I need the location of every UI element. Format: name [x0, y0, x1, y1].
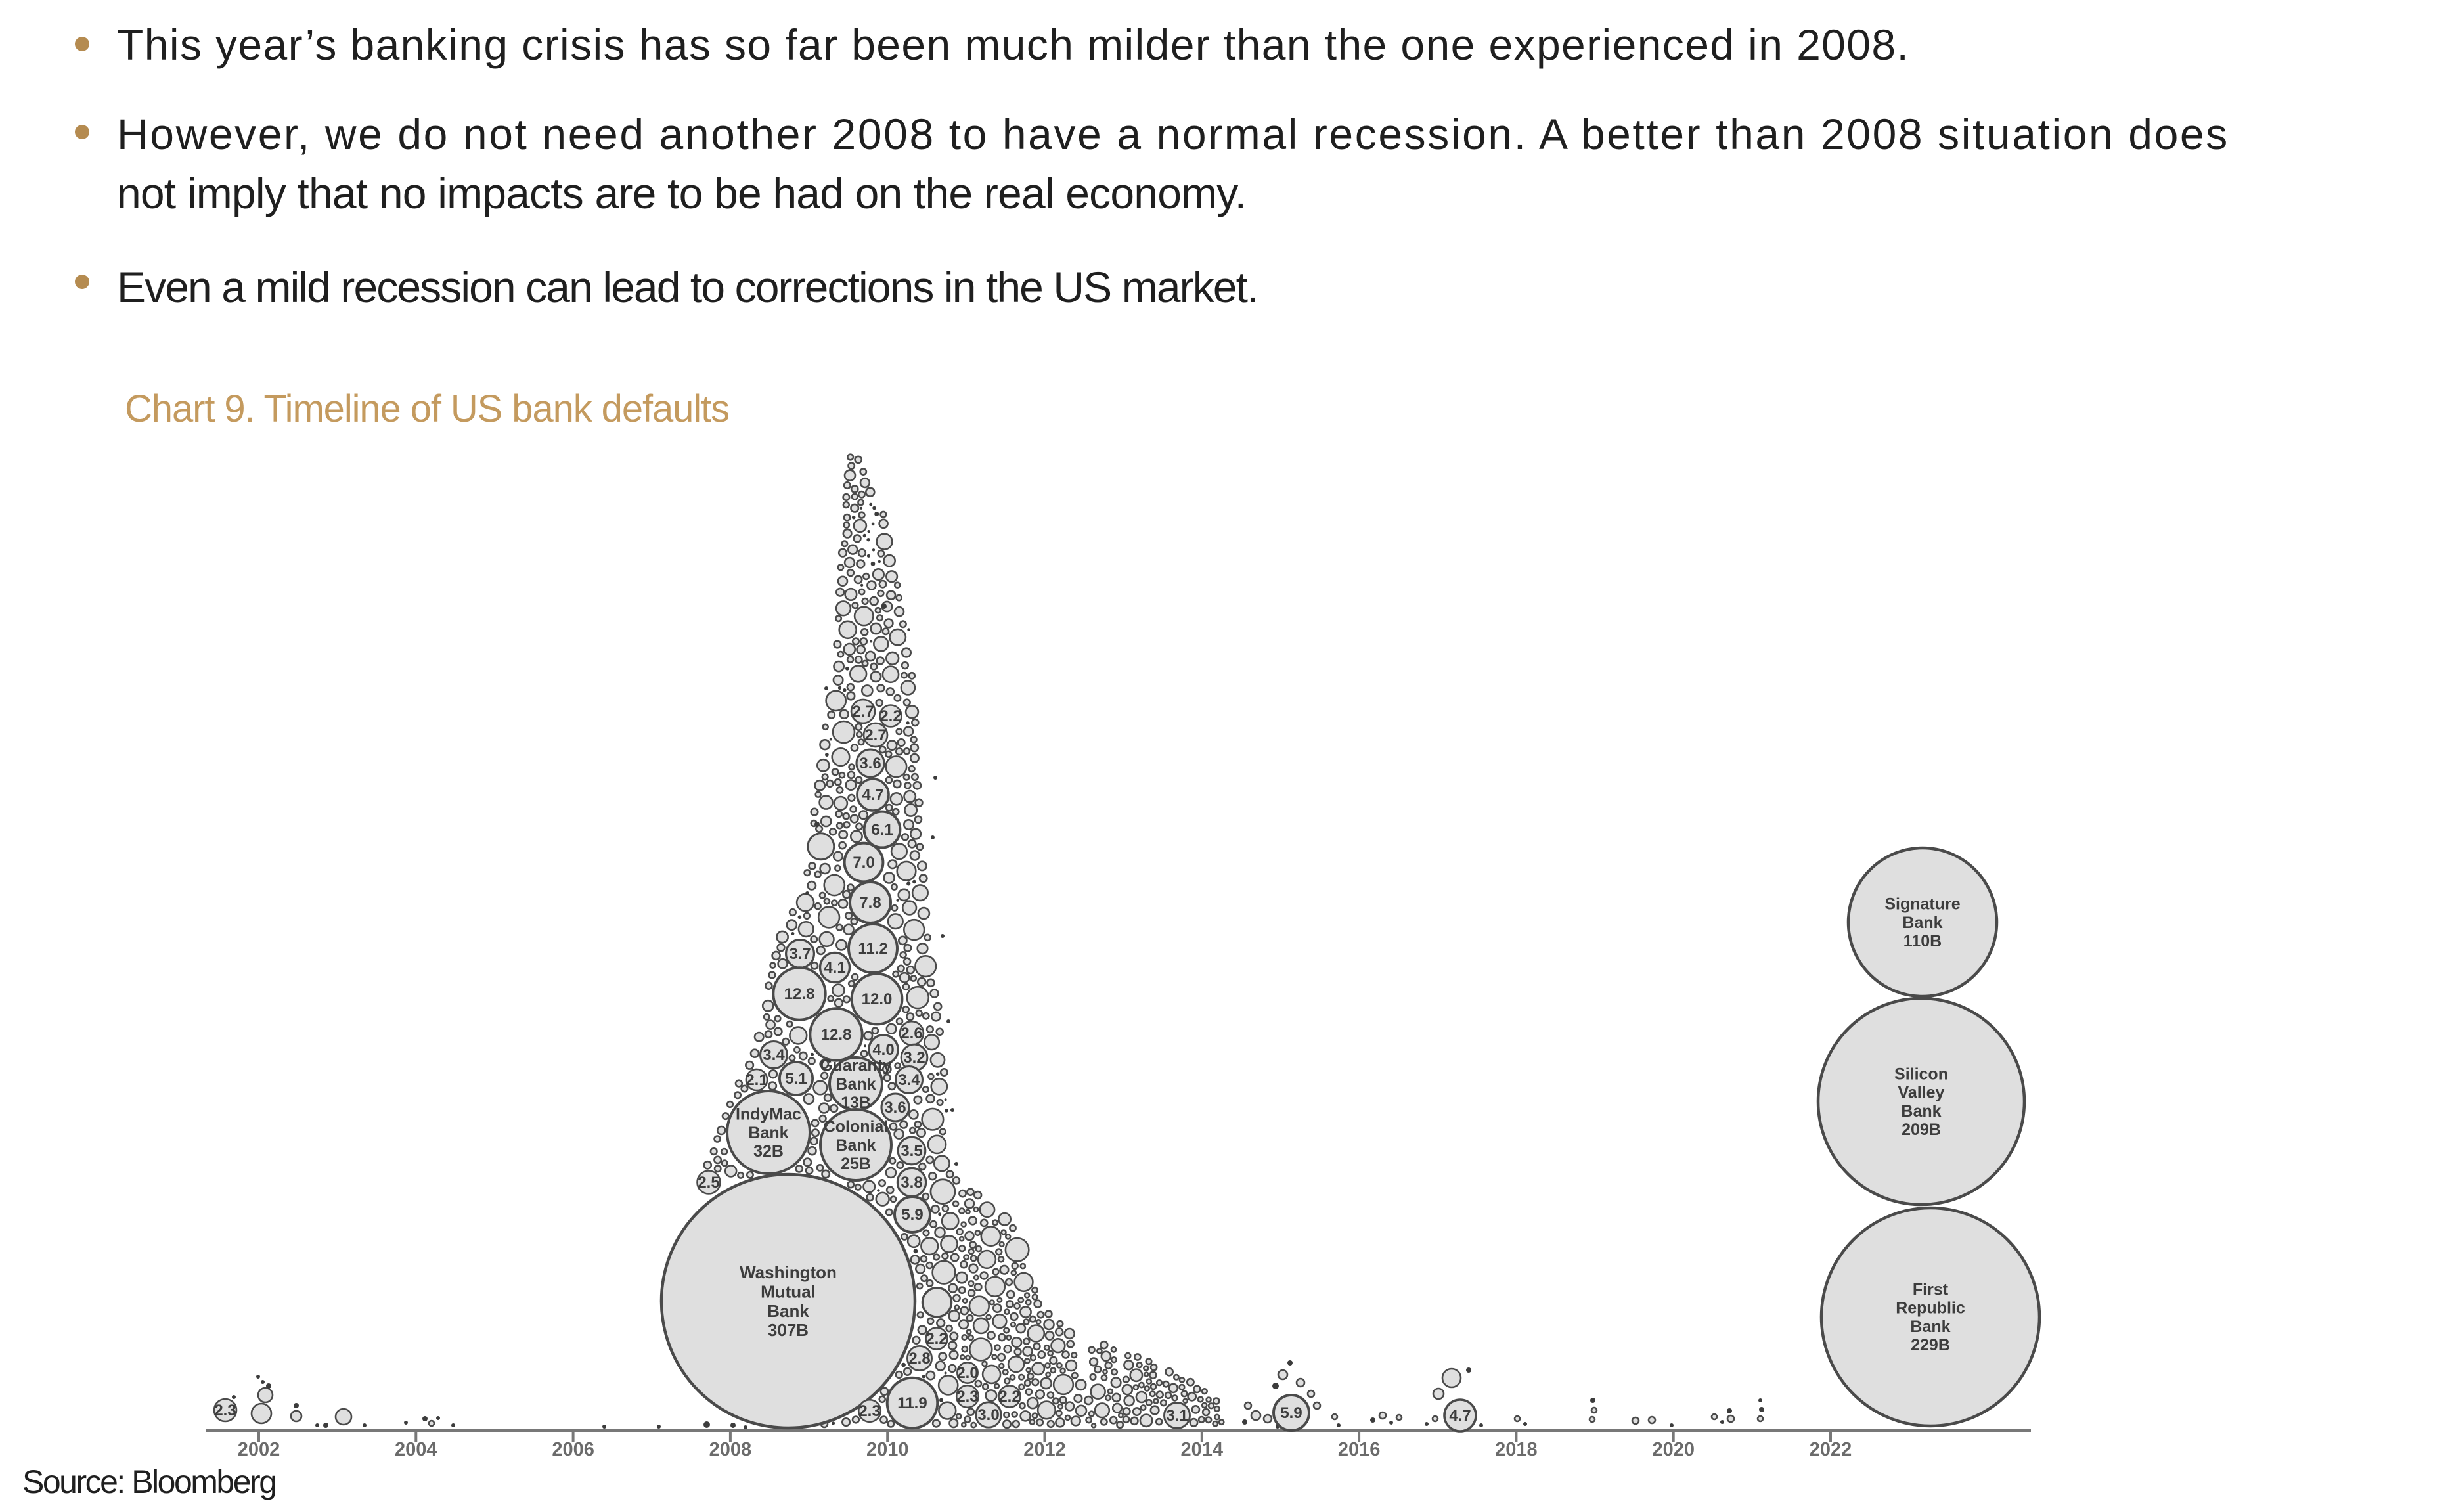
svg-text:First: First [1913, 1280, 1949, 1299]
svg-text:2.3: 2.3 [858, 1402, 880, 1420]
svg-text:2008: 2008 [709, 1439, 752, 1460]
svg-text:Valley: Valley [1898, 1084, 1945, 1102]
svg-text:Bank: Bank [835, 1075, 876, 1094]
svg-text:2.5: 2.5 [698, 1174, 719, 1191]
svg-text:2014: 2014 [1181, 1439, 1224, 1460]
svg-text:2018: 2018 [1495, 1439, 1538, 1460]
svg-text:2.1: 2.1 [746, 1071, 767, 1089]
svg-text:4.1: 4.1 [824, 959, 845, 977]
svg-text:3.7: 3.7 [789, 945, 811, 963]
svg-text:3.5: 3.5 [901, 1142, 922, 1160]
svg-text:2.7: 2.7 [852, 703, 874, 721]
svg-text:32B: 32B [753, 1142, 784, 1161]
svg-text:5.1: 5.1 [785, 1070, 807, 1088]
svg-text:2020: 2020 [1652, 1439, 1695, 1460]
svg-text:2.2: 2.2 [925, 1330, 947, 1348]
svg-text:4.0: 4.0 [872, 1041, 894, 1059]
svg-text:Guaranty: Guaranty [820, 1057, 892, 1075]
svg-text:Bank: Bank [1910, 1318, 1950, 1336]
svg-text:2002: 2002 [238, 1439, 280, 1460]
svg-text:7.8: 7.8 [859, 894, 881, 912]
svg-text:12.0: 12.0 [862, 990, 893, 1008]
svg-text:2012: 2012 [1023, 1439, 1066, 1460]
svg-text:2.3: 2.3 [214, 1402, 236, 1419]
svg-text:3.6: 3.6 [859, 755, 881, 772]
svg-text:110B: 110B [1903, 932, 1942, 950]
svg-text:2022: 2022 [1810, 1439, 1852, 1460]
svg-text:Colonial: Colonial [824, 1118, 889, 1136]
svg-text:2006: 2006 [552, 1439, 594, 1460]
svg-text:229B: 229B [1911, 1336, 1950, 1354]
svg-text:2.6: 2.6 [901, 1025, 922, 1042]
svg-text:11.9: 11.9 [897, 1394, 927, 1412]
svg-text:12.8: 12.8 [784, 985, 815, 1003]
svg-text:4.7: 4.7 [862, 786, 883, 804]
svg-text:3.1: 3.1 [1166, 1407, 1188, 1425]
svg-text:Signature: Signature [1884, 895, 1960, 914]
svg-text:3.0: 3.0 [977, 1406, 999, 1424]
svg-text:Bank: Bank [767, 1301, 809, 1321]
svg-text:Bank: Bank [1902, 914, 1942, 932]
svg-text:3.2: 3.2 [903, 1049, 925, 1067]
svg-text:5.9: 5.9 [1280, 1404, 1302, 1422]
svg-text:4.7: 4.7 [1449, 1407, 1471, 1425]
svg-text:Bank: Bank [748, 1124, 788, 1142]
svg-text:5.9: 5.9 [901, 1206, 923, 1224]
svg-text:6.1: 6.1 [871, 821, 893, 839]
svg-text:12.8: 12.8 [821, 1026, 852, 1044]
svg-text:3.6: 3.6 [884, 1099, 906, 1117]
svg-text:Mutual: Mutual [761, 1281, 816, 1301]
svg-text:2004: 2004 [395, 1439, 437, 1460]
svg-text:Bank: Bank [1901, 1102, 1941, 1121]
svg-text:3.4: 3.4 [763, 1046, 785, 1064]
svg-text:2.2: 2.2 [879, 707, 901, 725]
svg-text:2016: 2016 [1338, 1439, 1381, 1460]
svg-text:7.0: 7.0 [853, 854, 874, 872]
svg-text:2.0: 2.0 [956, 1364, 978, 1382]
svg-text:3.8: 3.8 [901, 1174, 922, 1191]
svg-text:Bank: Bank [835, 1136, 876, 1155]
svg-text:11.2: 11.2 [858, 940, 887, 958]
svg-text:Republic: Republic [1896, 1299, 1965, 1318]
svg-text:IndyMac: IndyMac [736, 1105, 801, 1124]
svg-text:2.8: 2.8 [908, 1350, 930, 1367]
svg-text:2.7: 2.7 [864, 726, 886, 744]
svg-text:3.4: 3.4 [898, 1071, 920, 1089]
svg-text:Washington: Washington [740, 1262, 837, 1282]
svg-text:Silicon: Silicon [1894, 1065, 1948, 1083]
svg-text:2.2: 2.2 [998, 1388, 1020, 1406]
svg-text:209B: 209B [1902, 1121, 1941, 1139]
svg-text:25B: 25B [841, 1155, 871, 1173]
svg-text:307B: 307B [768, 1320, 809, 1340]
svg-text:2.3: 2.3 [956, 1388, 978, 1406]
svg-text:2010: 2010 [866, 1439, 909, 1460]
